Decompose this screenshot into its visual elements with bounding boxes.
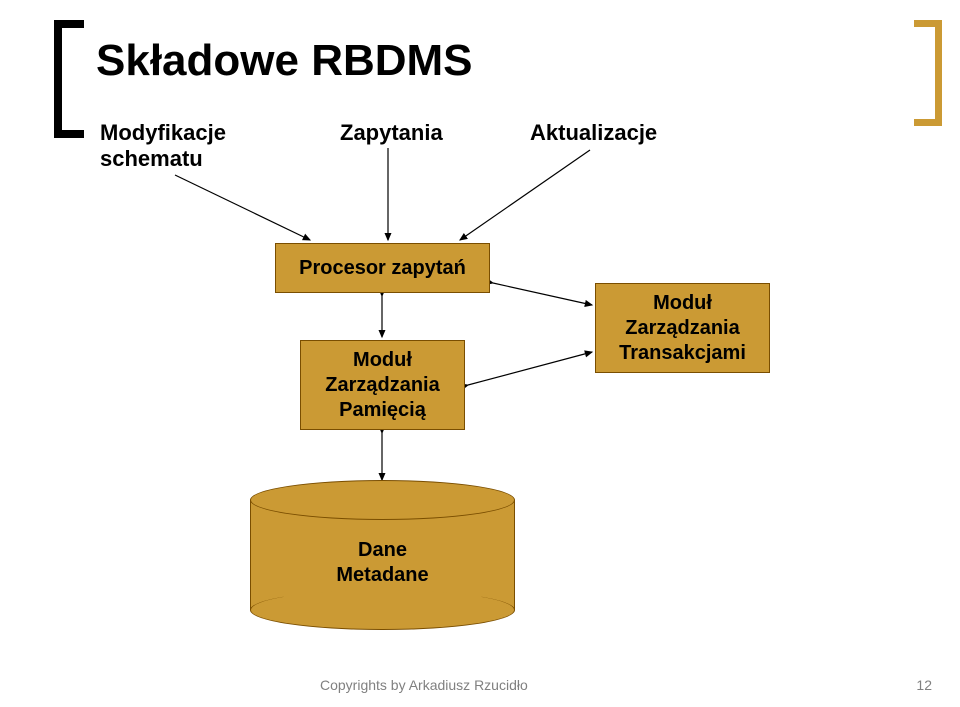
box-trans-l2: Zarządzania — [625, 317, 739, 339]
box-pamiec-l2: Zarządzania — [325, 374, 439, 396]
title-bracket-left — [54, 20, 84, 138]
footer-copyright: Copyrights by Arkadiusz Rzucidło — [320, 677, 528, 693]
cyl-l2: Metadane — [336, 564, 428, 586]
box-modul-pamiec: Moduł Zarządzania Pamięcią — [300, 340, 465, 430]
box-trans-l1: Moduł — [653, 292, 712, 314]
bracket-right-bottom — [914, 119, 942, 126]
slide-title: Składowe RBDMS — [96, 36, 473, 86]
footer-page-number: 12 — [916, 677, 932, 693]
input-modyfikacje-l2: schematu — [100, 146, 203, 171]
input-aktualizacje: Aktualizacje — [530, 120, 657, 146]
box-trans-l3: Transakcjami — [619, 342, 746, 364]
cylinder-dane: Dane Metadane — [250, 480, 515, 630]
box-modul-transakcje: Moduł Zarządzania Transakcjami — [595, 283, 770, 373]
input-zapytania: Zapytania — [340, 120, 443, 146]
box-pamiec-l3: Pamięcią — [339, 399, 426, 421]
bracket-right-top — [914, 20, 942, 27]
title-bracket-right — [914, 20, 942, 126]
box-procesor-zapytan: Procesor zapytań — [275, 243, 490, 293]
box-procesor-label: Procesor zapytań — [299, 256, 466, 281]
box-pamiec-l1: Moduł — [353, 349, 412, 371]
cyl-l1: Dane — [358, 539, 407, 561]
input-modyfikacje: Modyfikacje schematu — [100, 120, 250, 172]
input-modyfikacje-l1: Modyfikacje — [100, 120, 226, 145]
